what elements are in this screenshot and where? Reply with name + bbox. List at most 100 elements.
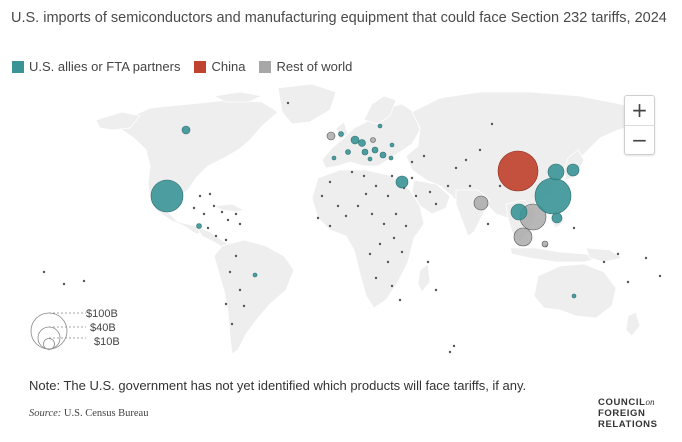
ally-bubble-korea [547, 163, 565, 181]
logo-on: on [645, 397, 655, 407]
scandinavia [363, 95, 397, 125]
country-marker [448, 350, 452, 354]
country-marker [198, 194, 202, 198]
ally-bubble-japan [566, 163, 580, 177]
country-marker [226, 218, 230, 222]
country-marker [498, 184, 502, 188]
size-legend-circle-100b [30, 312, 68, 350]
country-marker [378, 242, 382, 246]
arctic-islands [212, 91, 264, 103]
country-marker [356, 204, 360, 208]
legend-swatch-allies [12, 60, 24, 73]
size-legend-label-100b: $100B [86, 308, 118, 320]
country-marker [368, 252, 372, 256]
country-marker [214, 234, 218, 238]
country-marker [328, 224, 332, 228]
country-marker [616, 252, 620, 256]
country-marker [212, 204, 216, 208]
china-bubble [497, 150, 539, 192]
country-marker [192, 206, 196, 210]
ally-bubble [377, 123, 383, 129]
source-label: Source: [29, 408, 62, 419]
country-marker [490, 122, 494, 126]
source-line: Source: U.S. Census Bureau [29, 408, 148, 419]
size-legend-circle-10b [43, 338, 55, 350]
country-marker [238, 288, 242, 292]
country-marker [486, 222, 490, 226]
country-marker [386, 260, 390, 264]
size-legend-label-40b: $40B [90, 322, 116, 334]
country-marker [242, 304, 246, 308]
zoom-control: + − [624, 95, 655, 155]
ally-bubble-canada [181, 125, 191, 135]
country-marker [316, 216, 320, 220]
country-marker [572, 226, 576, 230]
size-legend-label-10b: $10B [94, 336, 120, 348]
country-marker [434, 202, 438, 206]
ally-bubble-philippines [551, 212, 563, 224]
country-marker [234, 254, 238, 258]
legend-item-china: China [194, 59, 245, 74]
ally-bubble [379, 151, 387, 159]
ally-bubble-taiwan [534, 177, 572, 215]
land-masses [95, 83, 651, 355]
country-marker [414, 194, 418, 198]
ally-bubble-singapore [510, 203, 528, 221]
country-marker [410, 176, 414, 180]
logo-line-1: COUNCILon [598, 397, 655, 408]
zoom-in-button[interactable]: + [631, 98, 648, 122]
country-marker [386, 194, 390, 198]
ally-bubbles [150, 123, 580, 299]
new-guinea [585, 247, 624, 263]
country-marker [382, 222, 386, 226]
country-marker [404, 224, 408, 228]
color-legend: U.S. allies or FTA partners China Rest o… [12, 59, 366, 74]
rest-of-world-bubble [513, 227, 533, 247]
country-marker [422, 154, 426, 158]
australia [533, 263, 617, 319]
country-marker [224, 238, 228, 242]
ally-bubble [371, 146, 379, 154]
size-legend [30, 312, 86, 350]
ally-bubble [361, 148, 369, 156]
country-marker [320, 194, 324, 198]
ally-bubble-israel [395, 175, 409, 189]
south-america [213, 239, 295, 355]
country-marker [428, 190, 432, 194]
country-marker [468, 184, 472, 188]
ally-bubble [389, 142, 395, 148]
country-marker [208, 192, 212, 196]
zoom-out-button[interactable]: − [625, 125, 654, 155]
madagascar [417, 263, 431, 293]
country-marker [202, 212, 206, 216]
country-marker [362, 174, 366, 178]
caribbean [212, 203, 246, 213]
country-marker [230, 322, 234, 326]
country-marker [452, 344, 456, 348]
country-marker [62, 282, 66, 286]
country-marker [446, 184, 450, 188]
ally-bubble [338, 131, 344, 137]
logo-line-3: RELATIONS [598, 419, 658, 430]
country-marker [374, 184, 378, 188]
country-marker [602, 260, 606, 264]
country-marker [398, 298, 402, 302]
ally-bubble [350, 135, 360, 145]
ally-bubble [358, 139, 366, 147]
rest-of-world-bubble [326, 131, 336, 141]
country-marker [392, 236, 396, 240]
africa [311, 169, 425, 309]
country-marker [364, 192, 368, 196]
country-marker [224, 302, 228, 306]
country-marker [394, 212, 398, 216]
country-marker [344, 214, 348, 218]
country-marker [238, 222, 242, 226]
north-america [119, 99, 279, 235]
legend-label-china: China [211, 59, 246, 74]
legend-swatch-rest [259, 60, 272, 73]
alaska [95, 111, 141, 131]
world-map[interactable]: $100B $40B $10B [0, 80, 682, 370]
ally-bubble [571, 293, 577, 299]
arabian-peninsula [411, 179, 451, 215]
small-country-markers [42, 101, 662, 354]
